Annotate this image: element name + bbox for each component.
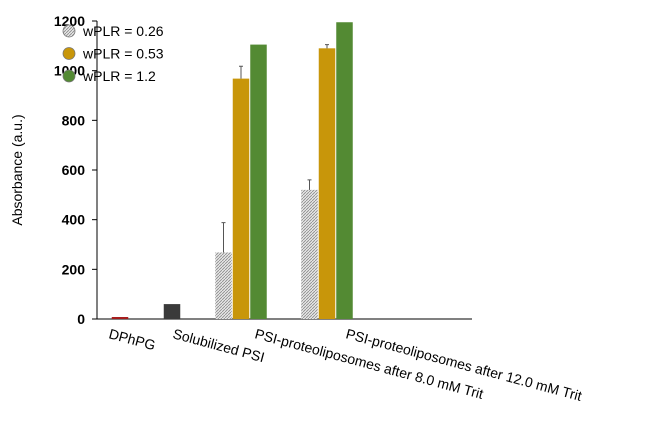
legend-label: wPLR = 1.2 <box>82 68 156 84</box>
y-tick-label: 200 <box>62 261 86 277</box>
bar <box>301 189 318 319</box>
x-tick-label: DPhPG <box>107 325 157 353</box>
error-bar <box>325 44 329 49</box>
legend-label: wPLR = 0.26 <box>82 23 164 39</box>
bar <box>336 22 353 319</box>
error-bar <box>239 65 243 79</box>
legend-marker <box>62 24 76 38</box>
error-bar <box>307 179 312 190</box>
legend-label: wPLR = 0.53 <box>82 46 164 62</box>
x-tick-label: Solubilized PSI <box>171 325 266 365</box>
y-tick-label: 600 <box>62 162 86 178</box>
bar <box>232 78 250 319</box>
legend-marker <box>62 69 76 83</box>
bar <box>215 252 232 319</box>
y-axis-label: Absorbance (a.u.) <box>9 114 25 225</box>
bar <box>318 48 336 320</box>
legend-marker <box>62 47 76 60</box>
bar <box>111 317 129 319</box>
bar <box>163 304 181 319</box>
y-tick-label: 0 <box>77 311 85 327</box>
error-bar <box>221 222 226 253</box>
bar <box>250 44 267 319</box>
y-tick-label: 400 <box>62 212 86 228</box>
y-tick-label: 1200 <box>54 13 85 29</box>
y-tick-label: 800 <box>62 112 86 128</box>
